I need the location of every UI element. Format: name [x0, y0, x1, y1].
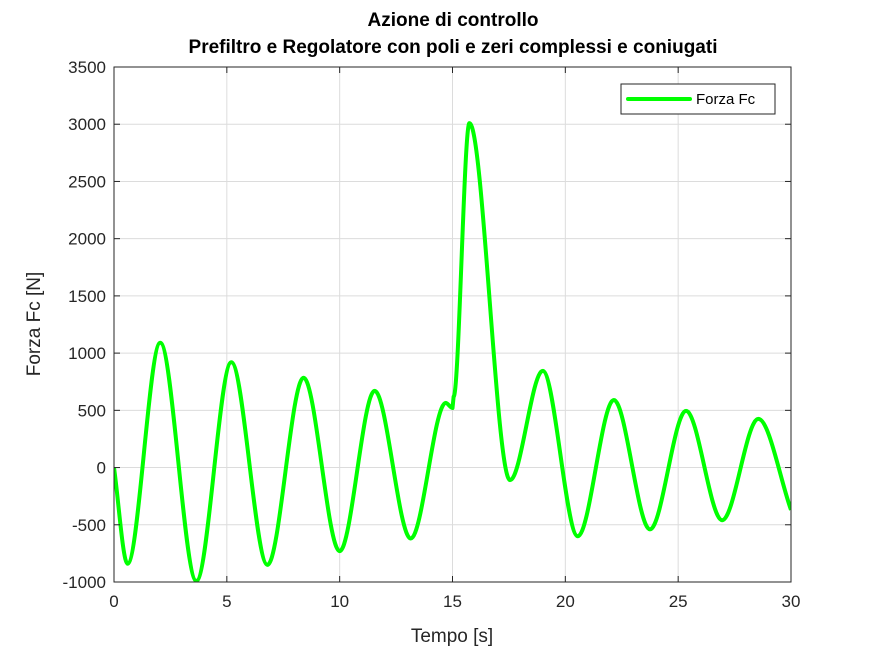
- chart-title: Azione di controllo: [368, 10, 539, 31]
- y-tick-label: 2000: [68, 230, 106, 249]
- y-axis-label: Forza Fc [N]: [24, 272, 45, 377]
- tick-layer: [113, 66, 792, 583]
- y-tick-label: 1500: [68, 287, 106, 306]
- tick-label-layer: 0 5 10 15 20 25 30 -1000 -500 0 500 1000 1500 2000 250…: [63, 58, 801, 611]
- x-tick-label: 15: [443, 592, 462, 611]
- legend: Forza Fc: [620, 83, 776, 115]
- x-tick-label: 25: [669, 592, 688, 611]
- y-tick-label: 500: [78, 401, 106, 420]
- y-tick-label: 3000: [68, 115, 106, 134]
- line-layer: [114, 121, 791, 582]
- y-tick-label: 3500: [68, 58, 106, 77]
- chart-subtitle: Prefiltro e Regolatore con poli e zeri c…: [189, 37, 718, 58]
- x-tick-label: 5: [222, 592, 231, 611]
- legend-label: Forza Fc: [696, 91, 756, 108]
- y-tick-label: -1000: [63, 573, 106, 592]
- y-tick-label: -500: [72, 516, 106, 535]
- x-tick-label: 30: [782, 592, 801, 611]
- x-tick-label: 20: [556, 592, 575, 611]
- series-line-0: [114, 121, 791, 582]
- x-tick-label: 10: [330, 592, 349, 611]
- x-tick-label: 0: [109, 592, 118, 611]
- y-tick-label: 0: [97, 459, 106, 478]
- y-tick-label: 1000: [68, 344, 106, 363]
- y-tick-label: 2500: [68, 172, 106, 191]
- x-axis-label: Tempo [s]: [411, 626, 493, 647]
